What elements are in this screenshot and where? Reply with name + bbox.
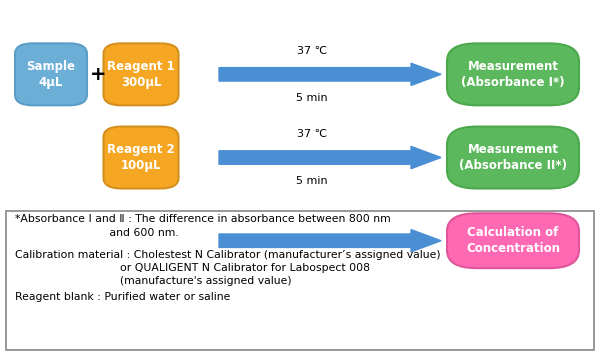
Text: or QUALIGENT N Calibrator for Labospect 008: or QUALIGENT N Calibrator for Labospect … — [15, 263, 370, 273]
Text: 37 ℃: 37 ℃ — [297, 46, 327, 56]
Text: 37 ℃: 37 ℃ — [297, 129, 327, 139]
Polygon shape — [219, 147, 441, 169]
Text: 5 min: 5 min — [296, 176, 328, 186]
Text: and 600 nm.: and 600 nm. — [15, 228, 179, 238]
Polygon shape — [219, 229, 441, 252]
Text: 5 min: 5 min — [296, 92, 328, 103]
Text: +: + — [89, 65, 106, 84]
FancyBboxPatch shape — [103, 126, 179, 188]
Text: Calibration material : Cholestest N Calibrator (manufacturer’s assigned value): Calibration material : Cholestest N Cali… — [15, 250, 440, 259]
FancyBboxPatch shape — [447, 44, 579, 105]
FancyBboxPatch shape — [447, 126, 579, 188]
Text: Sample
4μL: Sample 4μL — [26, 60, 76, 89]
Text: (manufacture's assigned value): (manufacture's assigned value) — [15, 276, 292, 286]
FancyBboxPatch shape — [447, 213, 579, 268]
Text: Reagent blank : Purified water or saline: Reagent blank : Purified water or saline — [15, 292, 230, 302]
Text: Measurement
(Absorbance I*): Measurement (Absorbance I*) — [461, 60, 565, 89]
FancyBboxPatch shape — [15, 44, 87, 105]
Text: Measurement
(Absorbance II*): Measurement (Absorbance II*) — [459, 143, 567, 172]
FancyBboxPatch shape — [103, 44, 179, 105]
Text: *Absorbance Ⅰ and Ⅱ : The difference in absorbance between 800 nm: *Absorbance Ⅰ and Ⅱ : The difference in … — [15, 214, 391, 224]
Text: Calculation of
Concentration: Calculation of Concentration — [466, 226, 560, 255]
Text: Reagent 2
100μL: Reagent 2 100μL — [107, 143, 175, 172]
Text: Reagent 1
300μL: Reagent 1 300μL — [107, 60, 175, 89]
FancyBboxPatch shape — [6, 211, 594, 350]
Polygon shape — [219, 63, 441, 85]
